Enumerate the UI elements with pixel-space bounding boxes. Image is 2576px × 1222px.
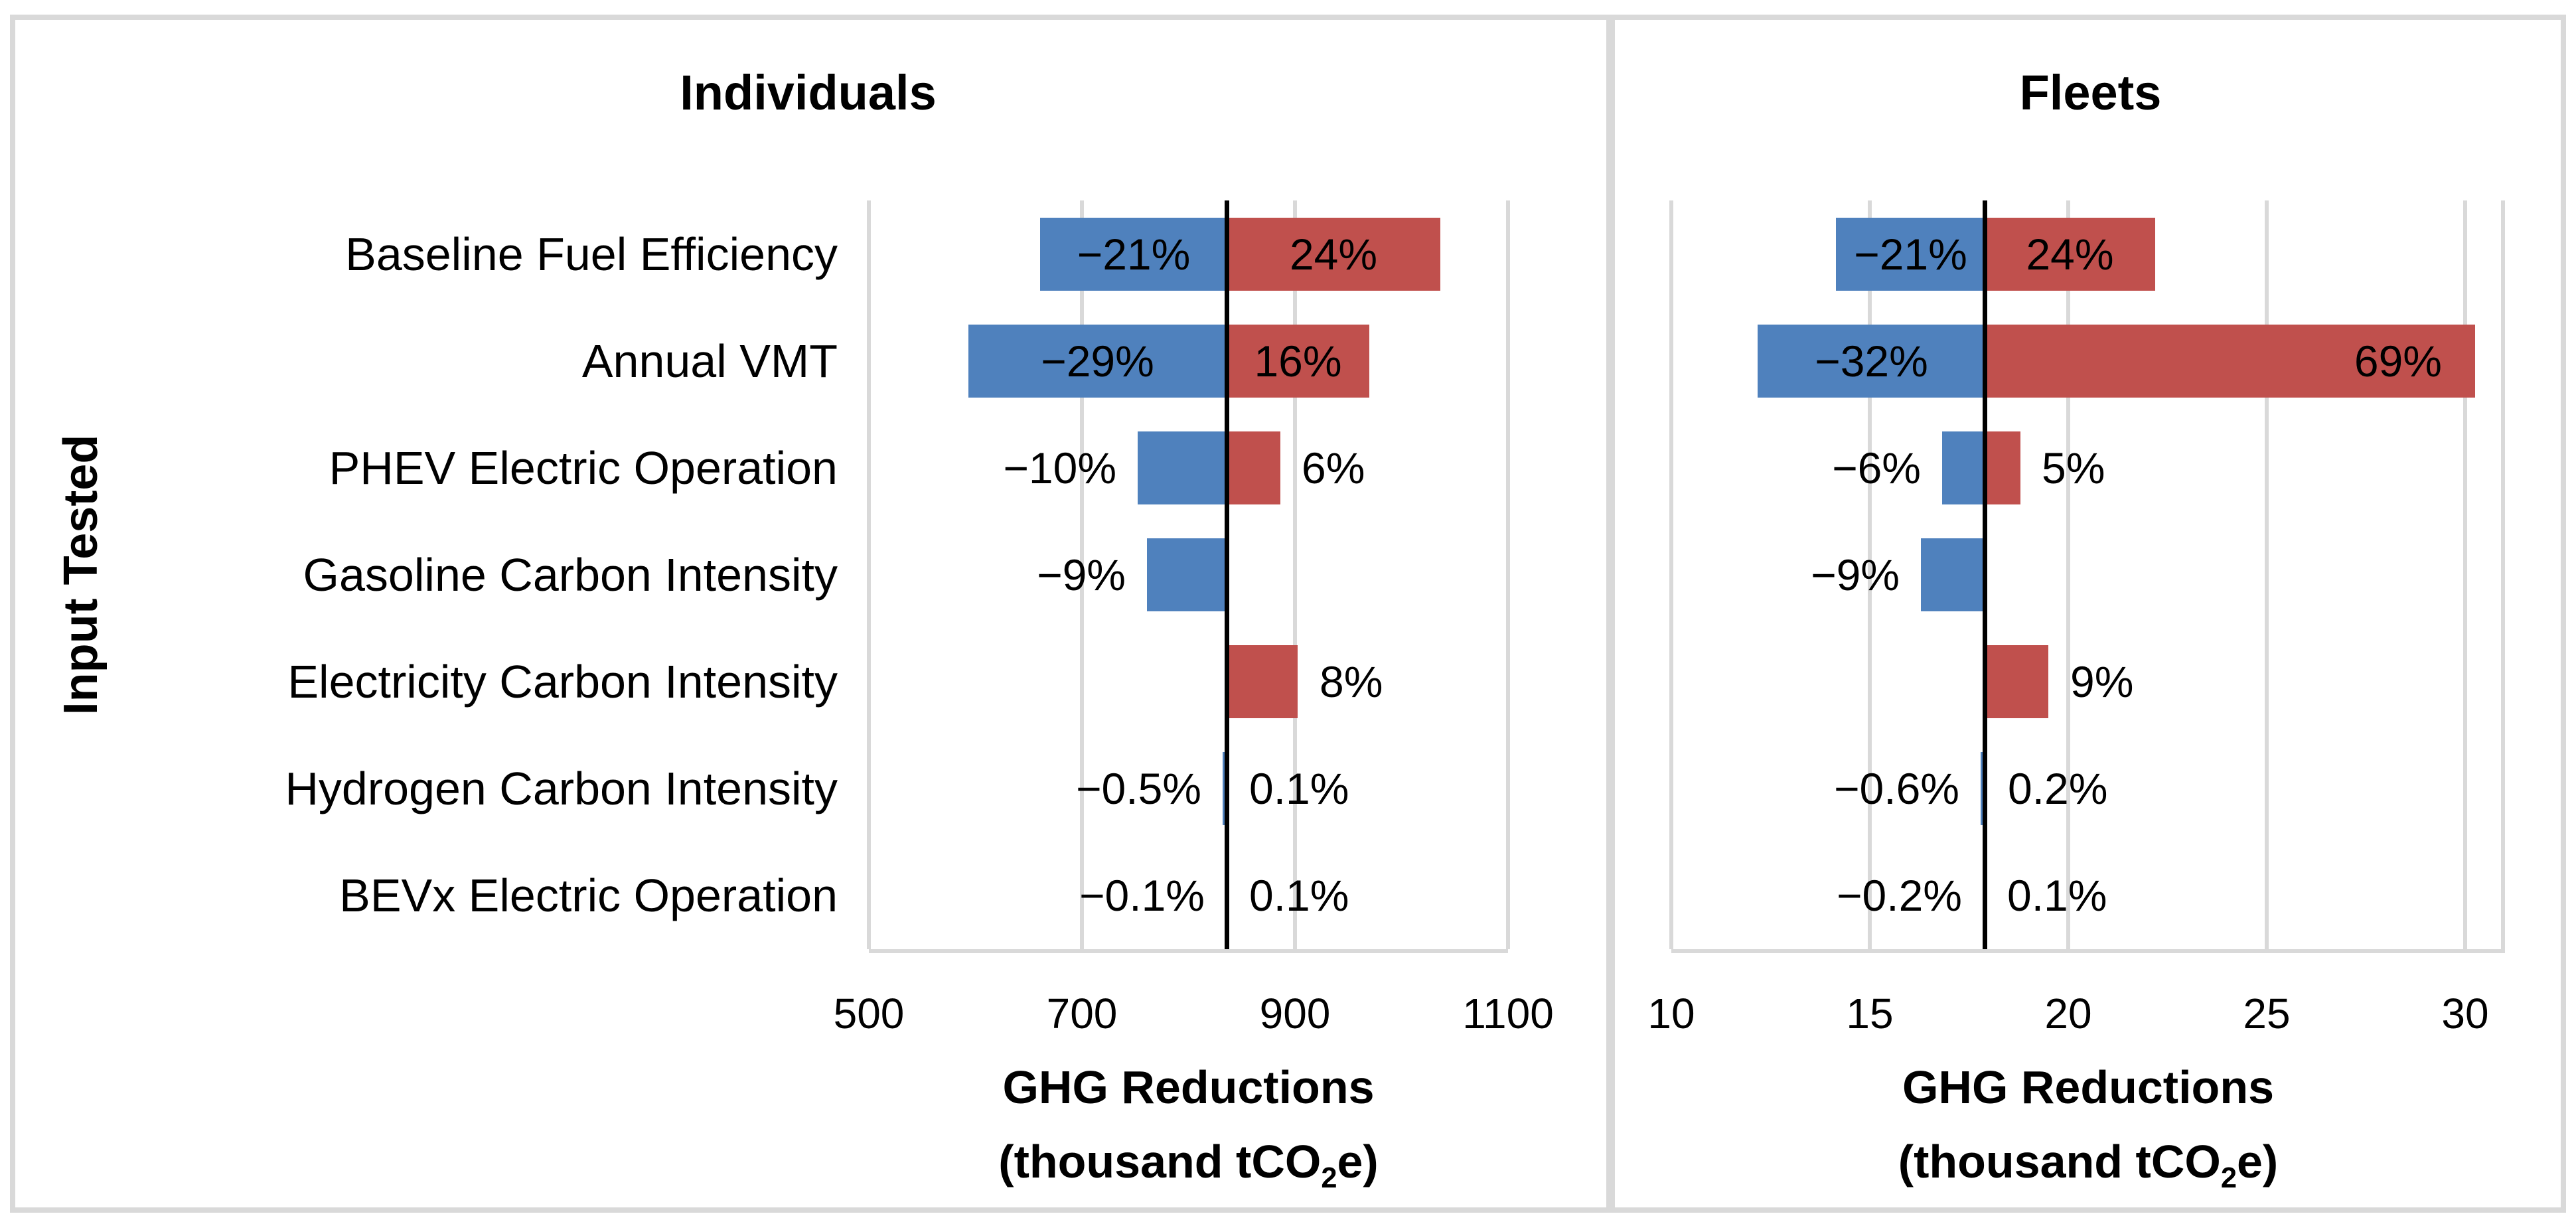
- x-axis-title-subscript: 2: [1321, 1162, 1337, 1194]
- figure-border: [10, 15, 2566, 1213]
- bar-label-negative: −0.6%: [1834, 764, 1959, 813]
- bar-positive: [1227, 218, 1440, 291]
- x-tick-label: 30: [2441, 990, 2489, 1037]
- x-axis-title-subscript: 2: [2220, 1162, 2237, 1194]
- bar-label-positive: 8%: [1320, 657, 1383, 706]
- plot-area-individuals: −21% 24% −29% 16% −10% 6% −9% 8% −0.5% 0.1% −0.1% 0…: [867, 200, 1510, 953]
- baseline-axis-line: [1225, 200, 1229, 949]
- gridline: [2265, 200, 2269, 949]
- x-axis-title-line1: GHG Reductions: [1902, 1061, 2275, 1113]
- bar-label-negative: −0.5%: [1076, 764, 1201, 813]
- bar-label-positive: 5%: [2042, 443, 2105, 493]
- gridline: [1293, 200, 1297, 949]
- x-axis-title-individuals: GHG Reductions (thousand tCO2e): [869, 1050, 1508, 1215]
- panel-title-fleets: Fleets: [2019, 65, 2162, 120]
- bar-negative: [1836, 218, 1985, 291]
- bar-label-positive: 0.2%: [2008, 764, 2108, 813]
- x-axis-title-line1: GHG Reductions: [1002, 1061, 1375, 1113]
- plot-right-border: [2501, 200, 2505, 949]
- bar-negative: [968, 325, 1227, 398]
- x-tick-label: 15: [1846, 990, 1894, 1037]
- gridline: [867, 200, 871, 949]
- y-axis-title: Input Tested: [54, 434, 108, 716]
- bar-label-positive: 16%: [1254, 337, 1342, 386]
- bar-label-negative: −10%: [1003, 443, 1116, 493]
- bar-label-positive: 24%: [2026, 230, 2114, 279]
- gridline: [1080, 200, 1084, 949]
- bar-positive: [1985, 325, 2475, 398]
- x-tick-label: 900: [1259, 990, 1331, 1037]
- bar-positive: [1227, 431, 1280, 504]
- bar-label-positive: 6%: [1302, 443, 1365, 493]
- category-label: PHEV Electric Operation: [329, 442, 838, 494]
- bar-positive: [1985, 645, 2048, 718]
- bar-label-negative: −9%: [1037, 550, 1126, 599]
- x-tick-label: 20: [2044, 990, 2092, 1037]
- gridline: [1669, 200, 1673, 949]
- x-axis-line: [869, 949, 1508, 953]
- bar-label-negative: −0.2%: [1837, 871, 1962, 920]
- bar-label-negative: −21%: [1077, 230, 1191, 279]
- category-label: Electricity Carbon Intensity: [287, 656, 838, 708]
- x-axis-title-line2-suffix: e): [2236, 1136, 2279, 1187]
- x-tick-label: 700: [1046, 990, 1118, 1037]
- bar-positive: [1985, 431, 2020, 504]
- x-axis-title-fleets: GHG Reductions (thousand tCO2e): [1671, 1050, 2505, 1215]
- category-label: Baseline Fuel Efficiency: [345, 228, 838, 280]
- bar-positive: [1227, 645, 1298, 718]
- bar-negative: [1921, 538, 1985, 611]
- bar-negative: [1758, 325, 1985, 398]
- category-label: Annual VMT: [581, 335, 838, 387]
- panel-divider: [1606, 15, 1615, 1213]
- x-axis-title-line2-prefix: (thousand tCO: [998, 1136, 1322, 1187]
- bar-label-positive: 9%: [2070, 657, 2134, 706]
- bar-label-negative: −0.1%: [1079, 871, 1205, 920]
- gridline: [1868, 200, 1872, 949]
- bar-negative: [1147, 538, 1227, 611]
- x-axis-title-line2: (thousand tCO2e): [869, 1124, 1508, 1215]
- bar-label-negative: −6%: [1832, 443, 1921, 493]
- bar-label-negative: −29%: [1041, 337, 1154, 386]
- plot-area-fleets: −21% 24% −32% 69% −6% 5% −9% 9% −0.6% 0.2% −0.2% 0.…: [1669, 200, 2505, 953]
- bar-label-positive: 69%: [2354, 337, 2442, 386]
- bar-positive: [1227, 325, 1369, 398]
- bar-label-negative: −32%: [1815, 337, 1928, 386]
- bar-label-positive: 24%: [1289, 230, 1378, 279]
- bar-negative: [1040, 218, 1227, 291]
- category-label: Hydrogen Carbon Intensity: [285, 763, 838, 814]
- x-tick-label: 25: [2243, 990, 2291, 1037]
- category-label: BEVx Electric Operation: [339, 870, 838, 921]
- bar-label-positive: 0.1%: [1249, 871, 1349, 920]
- bar-negative: [1138, 431, 1227, 504]
- bar-label-negative: −21%: [1854, 230, 1967, 279]
- x-axis-title-line2: (thousand tCO2e): [1671, 1124, 2505, 1215]
- category-label: Gasoline Carbon Intensity: [303, 549, 838, 601]
- baseline-axis-line: [1983, 200, 1987, 949]
- x-tick-label: 500: [833, 990, 905, 1037]
- bar-label-negative: −9%: [1811, 550, 1900, 599]
- x-axis-title-line2-prefix: (thousand tCO: [1898, 1136, 2221, 1187]
- gridline: [1506, 200, 1510, 949]
- bar-positive: [1985, 218, 2155, 291]
- bar-label-positive: 0.1%: [2007, 871, 2107, 920]
- x-axis-line: [1671, 949, 2505, 953]
- gridline: [2463, 200, 2467, 949]
- bar-negative: [1942, 431, 1985, 504]
- gridline: [2066, 200, 2070, 949]
- x-axis-title-line2-suffix: e): [1337, 1136, 1379, 1187]
- x-tick-label: 1100: [1462, 990, 1554, 1037]
- bar-label-positive: 0.1%: [1249, 764, 1349, 813]
- x-tick-label: 10: [1647, 990, 1695, 1037]
- panel-title-individuals: Individuals: [680, 65, 937, 120]
